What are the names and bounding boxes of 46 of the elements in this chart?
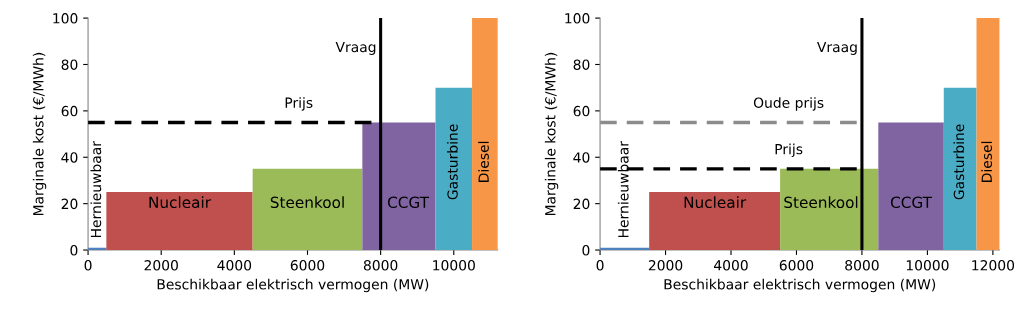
annotation: Steenkool [270, 196, 344, 209]
x-tick-label: 10000 [906, 260, 949, 271]
x-axis-title: Beschikbaar elektrisch vermogen (MW) [157, 278, 429, 293]
ref-line-label: Vraag [335, 41, 376, 55]
annotation: Diesel [981, 141, 992, 182]
y-tick-label: 40 [61, 152, 78, 163]
y-tick-label: 0 [582, 245, 590, 256]
y-tick-label: 20 [61, 198, 78, 210]
x-axis-title: Beschikbaar elektrisch vermogen (MW) [664, 278, 936, 293]
annotation: Gasturbine [953, 124, 965, 200]
y-tick-label: 60 [61, 105, 78, 117]
annotation: Nucleair [149, 196, 212, 209]
annotation: CCGT [890, 196, 933, 209]
x-tick-label: 10000 [433, 260, 475, 271]
y-tick-label: 20 [573, 198, 590, 210]
y-tick-label: 80 [573, 59, 590, 70]
x-tick-label: 8000 [845, 260, 879, 271]
annotation: Steenkool [784, 196, 858, 209]
ref-line-label: Prijs [285, 97, 313, 111]
annotation: Nucleair [684, 196, 747, 209]
x-tick-label: 0 [84, 260, 92, 271]
ref-line-label: Oude prijs [753, 97, 824, 111]
x-tick-label: 4000 [217, 260, 252, 271]
ref-line-label: Vraag [817, 41, 857, 55]
x-tick-label: 2000 [144, 260, 178, 271]
x-tick-label: 0 [596, 260, 604, 271]
y-axis-title: Marginale kost (€/MWh) [544, 52, 559, 216]
x-tick-label: 6000 [779, 260, 814, 271]
annotation: Gasturbine [447, 124, 458, 200]
annotation: Diesel [478, 141, 489, 182]
y-tick-label: 100 [53, 13, 78, 24]
y-tick-label: 80 [61, 59, 78, 70]
annotation: Hernieuwbaar [90, 141, 102, 238]
annotation: Hernieuwbaar [617, 141, 629, 238]
y-tick-label: 60 [573, 105, 590, 117]
ref-line-label: Prijs [775, 143, 803, 158]
x-tick-label: 4000 [714, 260, 748, 271]
x-tick-label: 8000 [363, 260, 398, 271]
x-tick-label: 2000 [648, 260, 683, 271]
annotation: CCGT [387, 196, 430, 209]
y-tick-label: 40 [573, 152, 590, 163]
y-tick-label: 0 [70, 245, 78, 256]
y-axis-title: Marginale kost (€/MWh) [32, 52, 47, 216]
x-tick-label: 6000 [290, 260, 325, 271]
y-tick-label: 100 [565, 13, 590, 24]
x-tick-label: 12000 [972, 260, 1015, 271]
